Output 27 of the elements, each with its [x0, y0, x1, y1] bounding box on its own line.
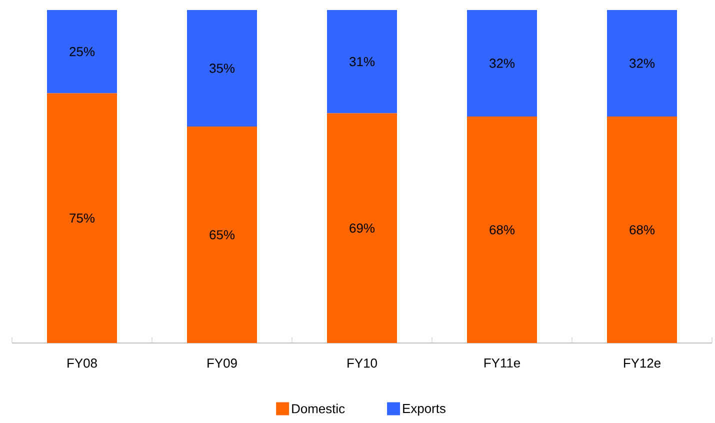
legend-label: Exports — [403, 404, 446, 416]
x-tick-label: FY12e — [624, 358, 661, 368]
data-label: 32% — [490, 58, 515, 68]
bar — [607, 116, 678, 343]
bar — [187, 10, 257, 127]
bar — [467, 10, 538, 117]
x-tick-label: FY11e — [484, 358, 520, 368]
x-tick-label: FY10 — [348, 358, 377, 368]
x-tick-label: FY08 — [68, 358, 97, 368]
data-label: 31% — [350, 57, 375, 66]
bar — [327, 10, 398, 114]
data-label: 35% — [210, 64, 235, 73]
bar — [607, 10, 678, 117]
x-tick-label: FY09 — [208, 358, 237, 368]
data-label: 75% — [70, 214, 95, 223]
data-label: 25% — [70, 47, 95, 56]
data-label: 68% — [490, 225, 515, 234]
data-label: 68% — [630, 225, 655, 234]
data-label: 65% — [210, 230, 235, 240]
data-label: 69% — [350, 224, 375, 233]
bar — [327, 113, 398, 343]
data-label: 32% — [630, 58, 655, 68]
legend-label: Domestic — [292, 404, 345, 414]
bar — [467, 116, 538, 343]
bar — [47, 10, 117, 94]
bar — [47, 93, 117, 343]
bar — [187, 126, 257, 343]
